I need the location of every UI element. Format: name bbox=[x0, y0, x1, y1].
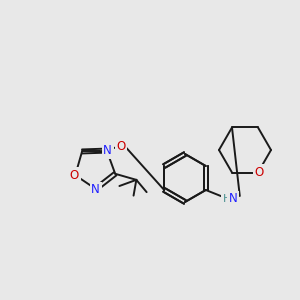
Text: O: O bbox=[70, 169, 79, 182]
Text: N: N bbox=[92, 184, 100, 196]
Text: N: N bbox=[228, 193, 237, 206]
Text: O: O bbox=[116, 140, 126, 153]
Text: O: O bbox=[254, 166, 264, 179]
Text: N: N bbox=[103, 144, 112, 157]
Text: H: H bbox=[223, 194, 231, 204]
